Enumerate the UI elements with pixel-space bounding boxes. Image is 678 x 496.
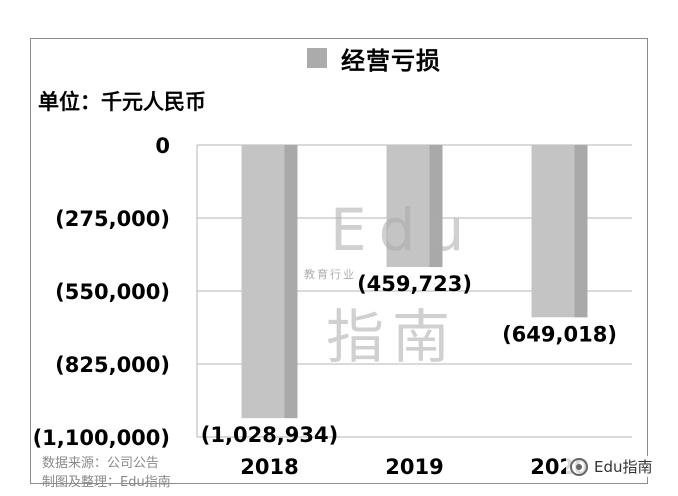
unit-label: 单位：千元人民币 [38,90,206,114]
legend-label: 经营亏损 [341,46,441,75]
watermark-subtext: 教育行业 [304,268,356,281]
y-tick-label: (1,100,000) [33,426,170,450]
bar-shade [429,145,443,268]
legend: 经营亏损 [307,44,441,75]
data-label-2018: (1,028,934) [201,423,338,447]
legend-swatch [307,48,327,68]
data-label-2020: (649,018) [502,322,617,346]
data-label-2019: (459,723) [357,272,472,296]
y-tick-label: (550,000) [55,280,170,304]
wechat-icon [570,457,588,476]
bar-shade [284,145,298,419]
brand-label: Edu指南 [594,458,653,476]
source-line-1: 数据来源：公司公告 [42,456,160,471]
bar-shade [574,145,588,318]
x-tick-label: 2019 [385,455,443,479]
watermark-name: 指南 [326,303,459,371]
source-line-2: 制图及整理：Edu指南 [42,475,171,490]
y-tick-label: (825,000) [55,353,170,377]
watermark-logo: Edu [330,196,477,264]
brand-badge: Edu指南 [566,456,657,477]
x-tick-label: 2018 [240,455,298,479]
y-tick-label: (275,000) [55,207,170,231]
y-tick-label: 0 [155,134,170,158]
